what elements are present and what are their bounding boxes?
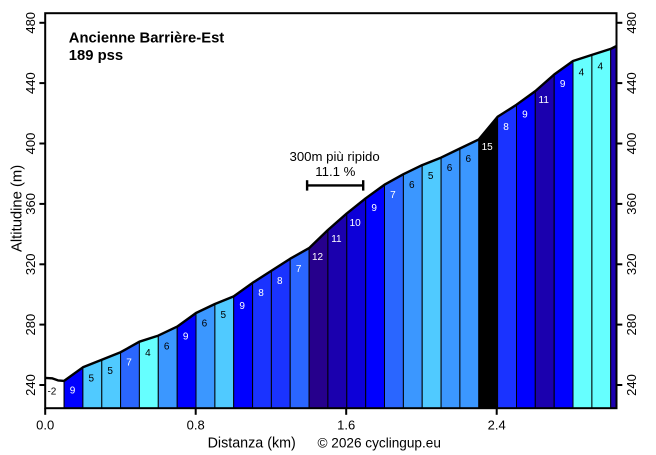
svg-text:2.4: 2.4 <box>488 418 506 433</box>
svg-text:Distanza (km): Distanza (km) <box>208 435 296 451</box>
svg-text:240: 240 <box>624 374 639 396</box>
svg-text:7: 7 <box>126 358 132 369</box>
svg-text:440: 440 <box>23 72 38 94</box>
svg-text:6: 6 <box>202 319 208 330</box>
svg-text:480: 480 <box>23 12 38 34</box>
svg-text:440: 440 <box>624 72 639 94</box>
svg-text:Altitudine (m): Altitudine (m) <box>10 165 26 252</box>
svg-text:9: 9 <box>70 386 76 397</box>
svg-text:8: 8 <box>277 276 283 287</box>
svg-text:5: 5 <box>428 171 434 182</box>
svg-text:280: 280 <box>23 314 38 336</box>
svg-text:11.1 %: 11.1 % <box>315 164 355 179</box>
svg-text:400: 400 <box>624 133 639 155</box>
svg-text:Ancienne Barrière-Est: Ancienne Barrière-Est <box>69 31 224 47</box>
svg-text:4: 4 <box>145 348 151 359</box>
svg-text:9: 9 <box>560 79 566 90</box>
svg-text:5: 5 <box>221 310 227 321</box>
svg-text:9: 9 <box>522 109 528 120</box>
svg-text:6: 6 <box>164 341 170 352</box>
svg-text:6: 6 <box>409 180 415 191</box>
svg-text:12: 12 <box>312 252 324 263</box>
svg-text:360: 360 <box>23 193 38 215</box>
svg-text:10: 10 <box>350 218 362 229</box>
svg-text:0.0: 0.0 <box>36 418 54 433</box>
svg-text:-2: -2 <box>47 386 56 397</box>
svg-text:4: 4 <box>579 67 585 78</box>
svg-text:360: 360 <box>624 193 639 215</box>
svg-text:7: 7 <box>390 190 396 201</box>
svg-text:0.8: 0.8 <box>187 418 205 433</box>
svg-text:15: 15 <box>482 142 494 153</box>
svg-text:320: 320 <box>23 253 38 275</box>
svg-text:400: 400 <box>23 133 38 155</box>
svg-text:480: 480 <box>624 12 639 34</box>
svg-text:8: 8 <box>258 288 264 299</box>
svg-text:9: 9 <box>371 203 377 214</box>
svg-text:189 pss: 189 pss <box>69 48 123 64</box>
svg-text:11: 11 <box>331 234 342 245</box>
svg-text:6: 6 <box>466 154 472 165</box>
svg-text:9: 9 <box>239 301 245 312</box>
svg-text:320: 320 <box>624 253 639 275</box>
svg-text:240: 240 <box>23 374 38 396</box>
svg-text:7: 7 <box>296 264 302 275</box>
svg-text:© 2026 cyclingup.eu: © 2026 cyclingup.eu <box>318 436 441 451</box>
svg-text:6: 6 <box>447 163 453 174</box>
svg-text:5: 5 <box>89 373 95 384</box>
svg-text:5: 5 <box>107 366 113 377</box>
svg-text:1.6: 1.6 <box>337 418 355 433</box>
svg-text:9: 9 <box>183 331 189 342</box>
svg-text:300m più ripido: 300m più ripido <box>290 149 380 164</box>
svg-text:8: 8 <box>503 122 509 133</box>
svg-text:11: 11 <box>539 95 550 106</box>
svg-text:280: 280 <box>624 314 639 336</box>
svg-text:4: 4 <box>598 61 604 72</box>
